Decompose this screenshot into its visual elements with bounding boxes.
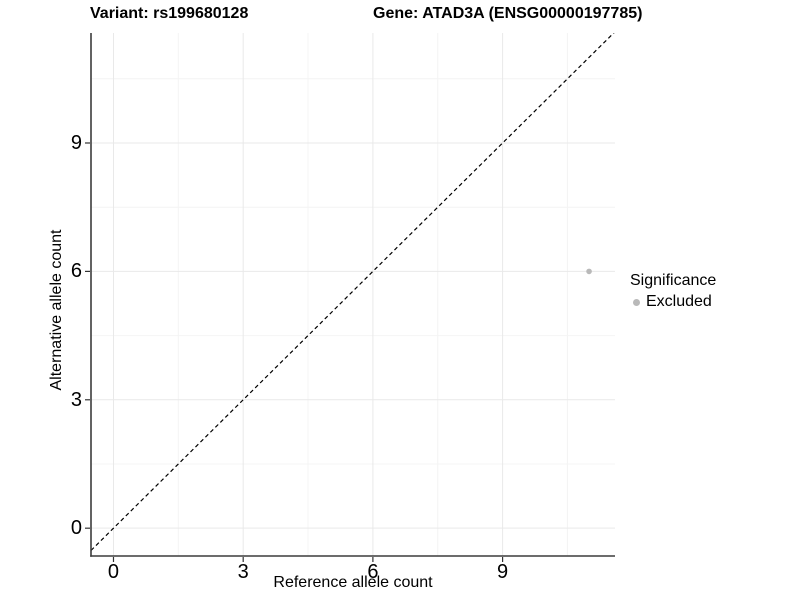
y-axis-label: Alternative allele count — [48, 229, 65, 391]
x-tick-label: 0 — [107, 561, 120, 583]
y-tick-label: 0 — [70, 517, 82, 540]
legend: Significance Excluded — [630, 272, 716, 310]
data-point — [586, 268, 592, 275]
x-tick-label: 9 — [497, 561, 509, 583]
legend-item-label: Excluded — [646, 293, 712, 310]
plot-title-gene: Gene: ATAD3A (ENSG00000197785) — [373, 5, 643, 22]
y-tick-label: 9 — [70, 131, 82, 154]
x-tick-label: 6 — [367, 561, 379, 583]
x-axis-label: Reference allele count — [273, 574, 433, 591]
legend-title: Significance — [630, 272, 717, 289]
legend-key-dot-icon — [633, 298, 640, 306]
x-tick-label: 3 — [237, 561, 249, 583]
plot-title-variant: Variant: rs199680128 — [90, 5, 249, 22]
y-tick-label: 3 — [70, 388, 82, 411]
y-tick-label: 6 — [70, 260, 82, 283]
identity-reference-line — [91, 33, 615, 551]
legend-item: Excluded — [630, 294, 716, 310]
legend-items: Excluded — [630, 294, 716, 310]
